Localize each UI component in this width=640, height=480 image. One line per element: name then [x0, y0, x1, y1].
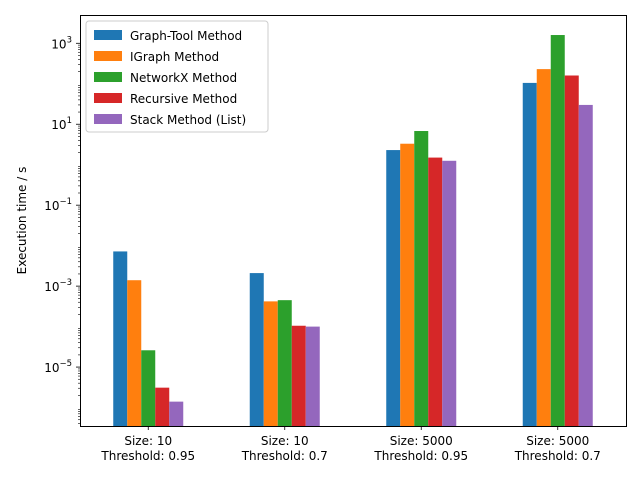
- bar-recursive-method-0: [155, 387, 170, 426]
- x-tick-label: Threshold: 0.95: [100, 449, 195, 463]
- y-tick-label-base: 10: [44, 280, 59, 294]
- bar-recursive-method-1: [291, 325, 306, 426]
- legend-label: IGraph Method: [130, 50, 219, 64]
- y-tick-label: 101: [51, 116, 72, 132]
- bar-graph-tool-method-0: [113, 251, 128, 426]
- bar-graph-tool-method-1: [249, 273, 264, 426]
- x-tick-label: Threshold: 0.7: [514, 449, 601, 463]
- bar-igraph-method-0: [127, 280, 142, 426]
- bar-networkx-method-1: [277, 300, 292, 426]
- y-tick-label-base: 10: [51, 37, 66, 51]
- legend: Graph-Tool Method IGraph Method NetworkX M…: [85, 20, 269, 133]
- y-tick-label-exponent: −1: [59, 197, 72, 207]
- y-tick-label-base: 10: [44, 361, 59, 375]
- bar-stack-method-list-1: [305, 326, 320, 426]
- legend-box: [85, 20, 269, 133]
- bar-stack-method-list-2: [442, 160, 457, 426]
- x-tick-label: Threshold: 0.7: [241, 449, 328, 463]
- y-tick-label-exponent: 1: [67, 116, 72, 126]
- bar-graph-tool-method-2: [386, 150, 401, 426]
- bar-recursive-method-2: [428, 157, 443, 426]
- axes-frame: [80, 15, 627, 427]
- bar-networkx-method-3: [550, 35, 565, 426]
- y-tick-label-exponent: −5: [59, 359, 72, 369]
- y-tick-label: 10−5: [44, 359, 72, 375]
- legend-swatch: [94, 93, 122, 103]
- legend-label: Recursive Method: [130, 92, 237, 106]
- legend-swatch: [94, 30, 122, 40]
- bar-igraph-method-3: [536, 69, 551, 427]
- legend-swatch: [94, 114, 122, 124]
- legend-label: NetworkX Method: [130, 71, 237, 85]
- x-tick-label: Size: 10: [124, 434, 172, 448]
- bar-igraph-method-1: [263, 301, 278, 426]
- legend-label: Graph-Tool Method: [130, 29, 242, 43]
- y-axis-label: Execution time / s: [15, 167, 29, 275]
- x-tick-label: Size: 10: [261, 434, 309, 448]
- bar-recursive-method-3: [564, 75, 579, 426]
- bar-stack-method-list-3: [578, 104, 593, 427]
- y-tick-label: 103: [51, 35, 72, 51]
- legend-swatch: [94, 51, 122, 61]
- bar-stack-method-list-0: [169, 401, 184, 426]
- bar-networkx-method-0: [141, 350, 156, 426]
- y-tick-label-base: 10: [51, 118, 66, 132]
- legend-label: Stack Method (List): [130, 113, 246, 127]
- y-tick-label-exponent: 3: [67, 35, 72, 45]
- y-tick-label: 10−1: [44, 197, 72, 213]
- bars-group: [113, 35, 593, 427]
- bar-graph-tool-method-3: [522, 82, 537, 427]
- x-tick-label: Size: 5000: [390, 434, 453, 448]
- y-tick-label-exponent: −3: [59, 278, 72, 288]
- y-tick-label-base: 10: [44, 199, 59, 213]
- y-tick-label: 10−3: [44, 278, 72, 294]
- bar-igraph-method-2: [400, 143, 415, 426]
- legend-swatch: [94, 72, 122, 82]
- x-tick-label: Threshold: 0.95: [373, 449, 468, 463]
- x-tick-label: Size: 5000: [526, 434, 589, 448]
- bar-networkx-method-2: [414, 131, 429, 426]
